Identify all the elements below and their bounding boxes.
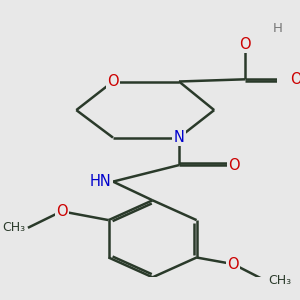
Text: O: O bbox=[290, 72, 300, 87]
Text: O: O bbox=[239, 37, 251, 52]
Text: O: O bbox=[229, 158, 240, 172]
Text: CH₃: CH₃ bbox=[268, 274, 291, 287]
Text: O: O bbox=[107, 74, 119, 89]
Text: H: H bbox=[272, 22, 282, 35]
Text: HN: HN bbox=[90, 174, 112, 189]
Text: CH₃: CH₃ bbox=[2, 221, 25, 234]
Text: N: N bbox=[173, 130, 184, 145]
Text: O: O bbox=[227, 256, 239, 272]
Text: O: O bbox=[56, 204, 68, 219]
